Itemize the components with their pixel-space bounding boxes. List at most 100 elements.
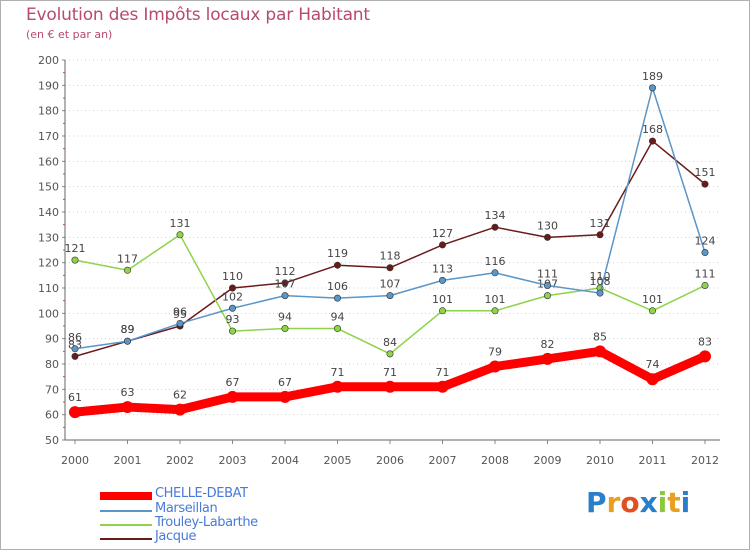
chart-title: Evolution des Impôts locaux par Habitant: [26, 5, 370, 25]
data-label-jacque-2012: 151: [695, 166, 716, 179]
point-jacque-2007: [438, 241, 446, 249]
legend-label-marseillan: Marseillan: [155, 501, 218, 516]
point-jacque-2012: [701, 180, 709, 188]
point-chelle-debat-2011: [646, 373, 659, 386]
legend-swatch-marseillan: [100, 510, 152, 512]
point-marseillan-2012: [701, 249, 709, 257]
logo-letter-i: i: [657, 486, 668, 519]
point-jacque-2009: [543, 233, 551, 241]
data-label-marseillan-2003: 102: [222, 290, 243, 303]
data-label-jacque-2005: 119: [327, 247, 348, 260]
point-jacque-2003: [229, 284, 237, 292]
point-chelle-debat-2003: [226, 390, 239, 403]
point-trouley-labarthe-2001: [124, 266, 132, 274]
data-label-jacque-2009: 130: [537, 219, 558, 232]
point-marseillan-2011: [648, 84, 656, 92]
point-trouley-labarthe-2005: [333, 325, 341, 333]
x-tick-label-2007: 2007: [429, 454, 457, 467]
point-trouley-labarthe-2003: [229, 327, 237, 335]
data-label-marseillan-2005: 106: [327, 280, 348, 293]
data-label-trouley-labarthe-2008: 101: [485, 293, 506, 306]
data-label-marseillan-2004: 107: [275, 278, 296, 291]
y-tick-label-110: 110: [38, 282, 59, 295]
data-label-chelle-debat-2002: 62: [173, 389, 187, 402]
data-label-trouley-labarthe-2002: 131: [170, 217, 191, 230]
data-label-chelle-debat-2012: 83: [698, 335, 712, 348]
data-label-marseillan-2007: 113: [432, 262, 453, 275]
x-tick-label-2010: 2010: [586, 454, 614, 467]
y-tick-label-190: 190: [38, 79, 59, 92]
y-tick-label-120: 120: [38, 257, 59, 270]
data-label-jacque-2003: 110: [222, 270, 243, 283]
point-trouley-labarthe-2011: [648, 307, 656, 315]
point-trouley-labarthe-2004: [281, 325, 289, 333]
data-label-chelle-debat-2001: 63: [121, 386, 135, 399]
y-tick-label-130: 130: [38, 231, 59, 244]
point-chelle-debat-2012: [699, 350, 711, 363]
point-chelle-debat-2008: [489, 360, 501, 373]
data-label-chelle-debat-2005: 71: [331, 366, 345, 379]
y-tick-label-70: 70: [45, 383, 59, 396]
x-tick-label-2008: 2008: [481, 454, 509, 467]
data-label-jacque-2004: 112: [275, 265, 296, 278]
legend-label-chelle-debat: CHELLE-DEBAT: [155, 486, 248, 501]
x-tick-label-2009: 2009: [534, 454, 562, 467]
data-label-marseillan-2001: 89: [121, 323, 135, 336]
data-label-chelle-debat-2010: 85: [593, 330, 607, 343]
data-label-chelle-debat-2011: 74: [646, 358, 660, 371]
point-marseillan-2002: [176, 319, 184, 327]
data-label-jacque-2010: 131: [590, 217, 611, 230]
point-marseillan-2007: [438, 276, 446, 284]
data-label-jacque-2008: 134: [485, 209, 506, 222]
point-trouley-labarthe-2000: [71, 256, 79, 264]
y-tick-label-150: 150: [38, 181, 59, 194]
logo-letter-o: o: [620, 486, 640, 519]
logo-letter-t: t: [667, 486, 681, 519]
point-chelle-debat-2004: [279, 390, 291, 403]
data-label-jacque-2002: 95: [173, 308, 187, 321]
data-label-trouley-labarthe-2003: 93: [226, 313, 240, 326]
x-tick-label-2012: 2012: [691, 454, 719, 467]
data-label-marseillan-2002: 96: [173, 305, 187, 318]
point-jacque-2005: [333, 261, 341, 269]
x-tick-label-2005: 2005: [324, 454, 352, 467]
y-tick-label-170: 170: [38, 130, 59, 143]
data-label-chelle-debat-2009: 82: [541, 338, 555, 351]
data-label-marseillan-2008: 116: [485, 255, 506, 268]
y-tick-label-90: 90: [45, 333, 59, 346]
legend-label-jacque: Jacque: [155, 529, 197, 544]
point-chelle-debat-2007: [436, 380, 449, 393]
data-label-chelle-debat-2000: 61: [68, 391, 82, 404]
point-marseillan-2008: [491, 269, 499, 277]
y-tick-label-60: 60: [45, 409, 59, 422]
point-marseillan-2006: [386, 292, 394, 300]
y-tick-label-140: 140: [38, 206, 59, 219]
data-label-trouley-labarthe-2007: 101: [432, 293, 453, 306]
data-label-chelle-debat-2004: 67: [278, 376, 292, 389]
data-label-trouley-labarthe-2004: 94: [278, 311, 292, 324]
data-label-trouley-labarthe-2012: 111: [695, 267, 716, 280]
point-jacque-2010: [596, 231, 604, 239]
data-label-jacque-2001: 89: [121, 323, 135, 336]
point-trouley-labarthe-2006: [386, 350, 394, 358]
x-tick-label-2004: 2004: [271, 454, 299, 467]
y-tick-label-180: 180: [38, 105, 59, 118]
data-label-chelle-debat-2008: 79: [488, 346, 502, 359]
point-marseillan-2003: [229, 304, 237, 312]
y-tick-label-100: 100: [38, 307, 59, 320]
point-jacque-2004: [281, 279, 289, 287]
data-label-jacque-2007: 127: [432, 227, 453, 240]
point-chelle-debat-2005: [331, 380, 344, 393]
logo-letter-r: r: [606, 486, 621, 519]
point-jacque-2006: [386, 264, 394, 272]
point-chelle-debat-2000: [69, 406, 81, 419]
point-trouley-labarthe-2002: [176, 231, 184, 239]
x-tick-label-2002: 2002: [166, 454, 194, 467]
point-marseillan-2000: [71, 345, 79, 353]
legend-item-jacque: Jacque: [100, 529, 400, 547]
point-marseillan-2010: [596, 289, 604, 297]
logo-letter-p: P: [586, 486, 607, 519]
logo-letter-i2: i: [680, 486, 691, 519]
